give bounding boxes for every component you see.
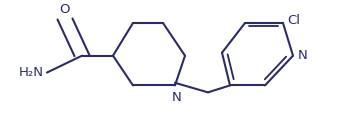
Text: N: N: [298, 49, 308, 62]
Text: O: O: [60, 3, 70, 16]
Text: H₂N: H₂N: [19, 66, 43, 79]
Text: N: N: [172, 91, 181, 104]
Text: Cl: Cl: [287, 14, 300, 27]
